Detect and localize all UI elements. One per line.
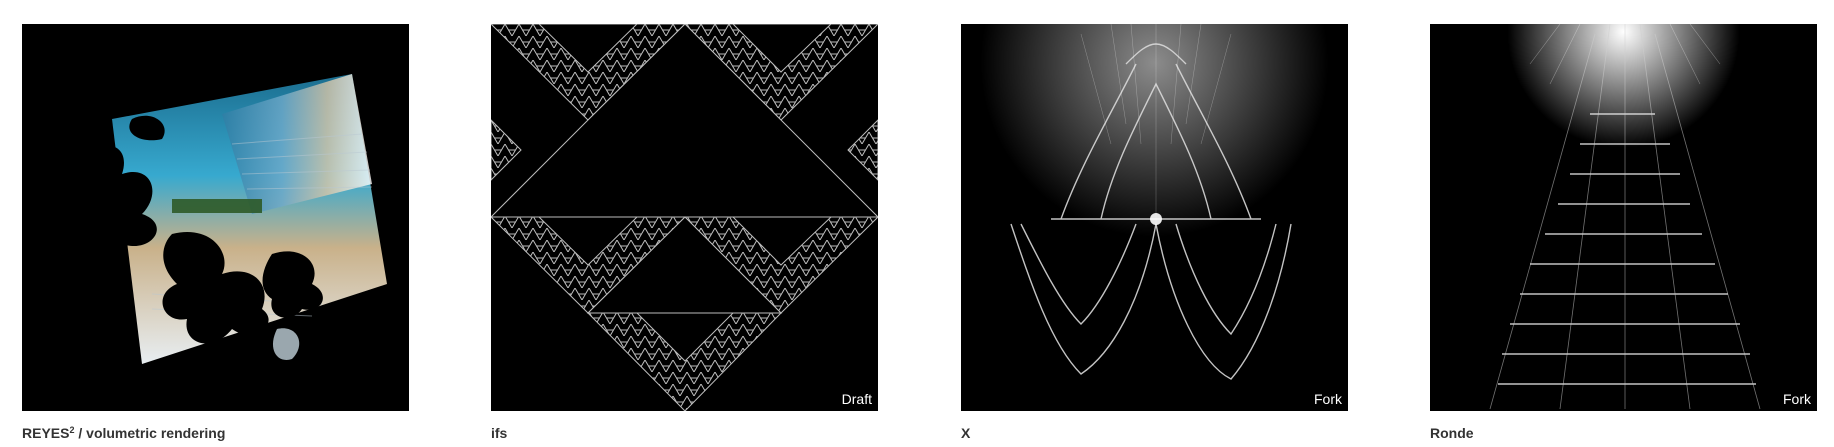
artwork-title-ifs[interactable]: ifs xyxy=(491,425,508,441)
artwork-card-ronde[interactable]: Fork Ronde xyxy=(1430,24,1817,441)
x-fractal-image xyxy=(961,24,1348,411)
artwork-card-x[interactable]: Fork X xyxy=(961,24,1348,441)
artwork-thumbnail-x[interactable]: Fork xyxy=(961,24,1348,411)
ronde-fractal-image xyxy=(1430,24,1817,411)
status-badge-draft: Draft xyxy=(837,390,876,409)
title-suffix: / volumetric rendering xyxy=(74,425,226,441)
status-badge-fork: Fork xyxy=(1310,390,1346,409)
artwork-thumbnail-ronde[interactable]: Fork xyxy=(1430,24,1817,411)
artwork-thumbnail-reyes[interactable] xyxy=(22,24,409,411)
artwork-card-reyes[interactable]: REYES2 / volumetric rendering xyxy=(22,24,409,441)
sierpinski-fractal-image xyxy=(491,24,878,411)
reyes-render-image xyxy=(22,24,409,411)
title-superscript: 2 xyxy=(69,425,75,435)
artwork-title-reyes[interactable]: REYES2 / volumetric rendering xyxy=(22,425,409,441)
artwork-card-ifs[interactable]: Draft ifs xyxy=(491,24,878,441)
title-text: REYES xyxy=(22,425,70,441)
artwork-title-x[interactable]: X xyxy=(961,425,971,441)
artwork-thumbnail-ifs[interactable]: Draft xyxy=(491,24,878,411)
status-badge-fork: Fork xyxy=(1779,390,1815,409)
artwork-title-ronde[interactable]: Ronde xyxy=(1430,425,1474,441)
